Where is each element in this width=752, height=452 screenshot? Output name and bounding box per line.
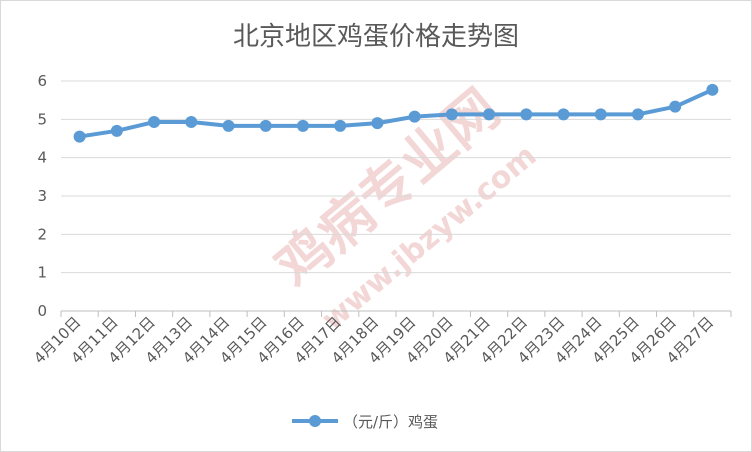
data-point [185, 116, 198, 129]
y-tick-label: 3 [37, 187, 47, 205]
data-point [73, 130, 86, 143]
data-point [557, 108, 570, 121]
legend: （元/斤）鸡蛋 [292, 413, 438, 431]
legend-point-marker [309, 415, 321, 427]
data-point [520, 108, 533, 121]
x-axis: 4月10日4月11日4月12日4月13日4月14日4月15日4月16日4月17日… [30, 311, 732, 367]
y-tick-label: 5 [37, 110, 47, 128]
series-layer [73, 83, 719, 143]
data-point [259, 119, 272, 132]
y-tick-label: 4 [37, 149, 47, 167]
data-point [334, 119, 347, 132]
data-point [222, 119, 235, 132]
series-line [77, 87, 715, 139]
data-point [631, 108, 644, 121]
data-point [296, 119, 309, 132]
y-tick-label: 2 [37, 225, 47, 243]
y-axis: 0 1 2 3 4 5 6 [37, 72, 47, 320]
data-point [408, 110, 421, 123]
data-point [483, 108, 496, 121]
chart-title: 北京地区鸡蛋价格走势图 [233, 22, 519, 52]
data-point [669, 100, 682, 113]
data-point [445, 108, 458, 121]
data-point [148, 116, 161, 129]
data-point [110, 124, 123, 137]
y-tick-label: 0 [37, 302, 47, 320]
y-tick-label: 6 [37, 72, 47, 90]
data-point [594, 108, 607, 121]
y-tick-label: 1 [37, 264, 47, 282]
data-point [706, 83, 719, 96]
legend-label: （元/斤）鸡蛋 [343, 413, 438, 431]
data-point [371, 117, 384, 130]
